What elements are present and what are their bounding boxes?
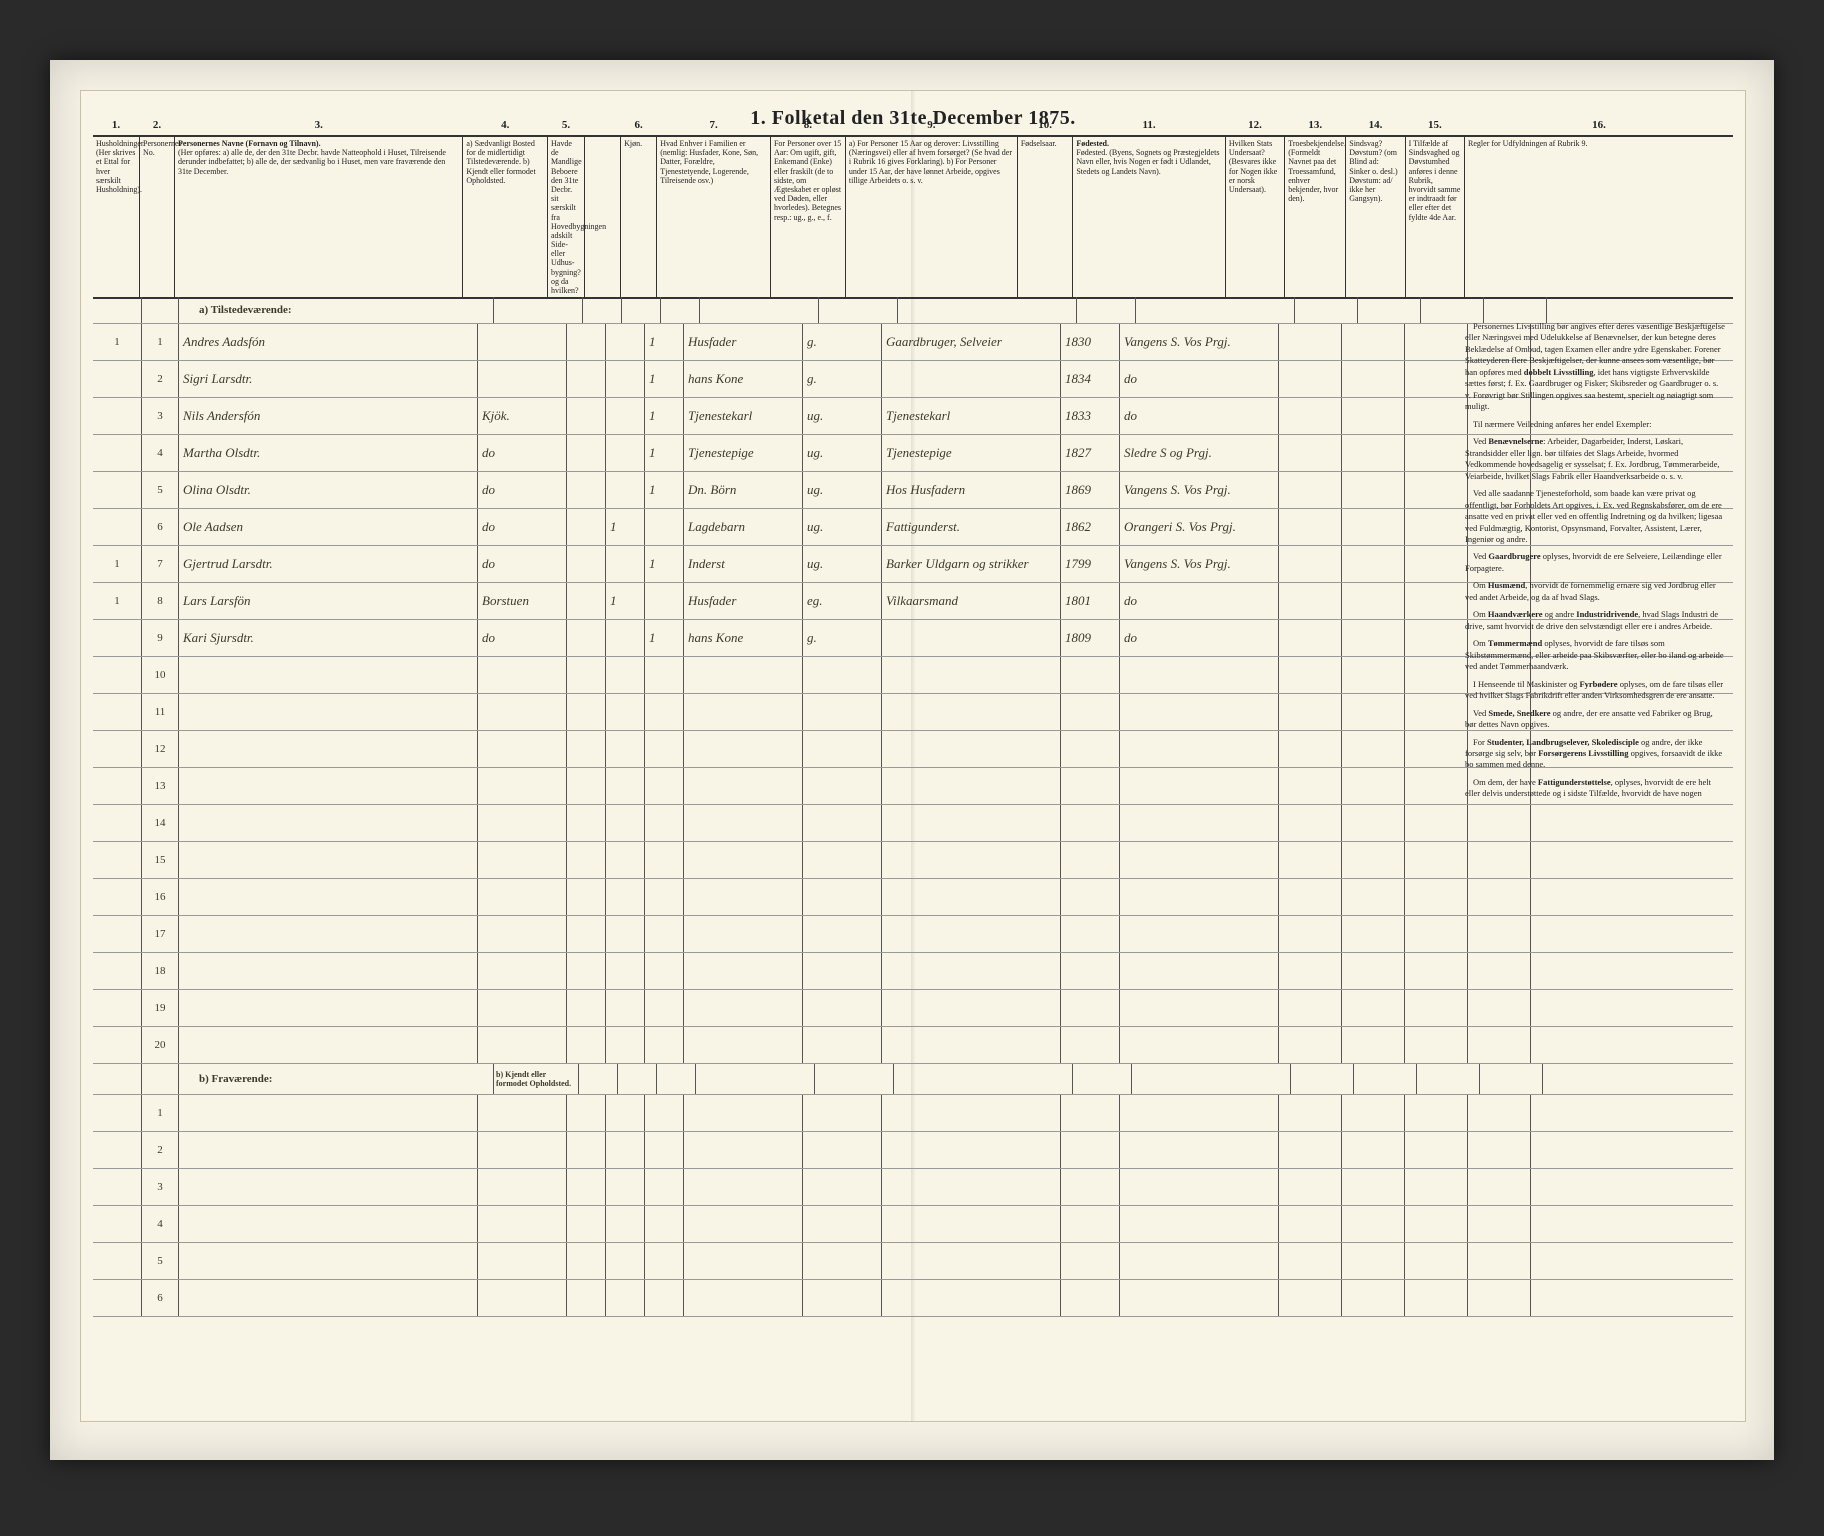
table-row: 4 <box>93 1206 1733 1243</box>
table-row: 20 <box>93 1027 1733 1064</box>
table-row: 2 <box>93 1132 1733 1169</box>
table-row: 18 <box>93 953 1733 990</box>
table-row: 5 <box>93 1243 1733 1280</box>
rubrik-paragraph: I Henseende til Maskinister og Fyrbødere… <box>1465 679 1725 702</box>
col6-label: Kjøn. <box>624 139 642 148</box>
ledger-page: 1. Folketal den 31te December 1875. 1.Hu… <box>80 90 1746 1422</box>
rubrik-paragraph: Om dem, der have Fattigunderstøttelse, o… <box>1465 777 1725 800</box>
col1-sub: (Her skrives et Ettal for hver særskilt … <box>96 148 142 194</box>
table-row: 3 <box>93 1169 1733 1206</box>
column-headers: 1.Husholdninger.(Her skrives et Ettal fo… <box>93 135 1733 299</box>
table-row: 19 <box>93 990 1733 1027</box>
col9-label: a) For Personer 15 Aar og derover: Livss… <box>849 139 1012 185</box>
col13-label: Troesbekjendelse. (Formeldt Navnet paa d… <box>1288 139 1346 203</box>
col1-label: Husholdninger. <box>96 139 145 148</box>
section-b-label: b) Fraværende: <box>179 1064 494 1094</box>
section-b-col4: b) Kjendt eller formodet Opholdsted. <box>494 1064 579 1094</box>
table-row: 16 <box>93 879 1733 916</box>
col15-label: I Tilfælde af Sindsvaghed og Døvstumhed … <box>1409 139 1461 222</box>
table-row: 15 <box>93 842 1733 879</box>
rubrik-paragraph: Om Tømmermænd oplyses, hvorvidt de fare … <box>1465 638 1725 672</box>
col7-label: Hvad Enhver i Familien er (nemlig: Husfa… <box>660 139 758 185</box>
rubrik-paragraph: For Studenter, Landbrugselever, Skoledis… <box>1465 737 1725 771</box>
col8-label: For Personer over 15 Aar: Om ugift, gift… <box>774 139 841 222</box>
rubrik-paragraph: Ved Smede, Snedkere og andre, der ere an… <box>1465 708 1725 731</box>
rubrik-paragraph: Ved Benævnelserne: Arbeider, Dagarbeider… <box>1465 436 1725 482</box>
rubrik-paragraph: Ved Gaardbrugere oplyses, hvorvidt de er… <box>1465 551 1725 574</box>
table-row: 1 <box>93 1095 1733 1132</box>
col10-label: Fødselsaar. <box>1021 139 1057 148</box>
col16-label: Regler for Udfyldningen af Rubrik 9. <box>1468 139 1588 148</box>
table-row: 14 <box>93 805 1733 842</box>
section-a-label: a) Tilstedeværende: <box>179 297 494 323</box>
col3-label: Personernes Navne (Fornavn og Tilnavn). <box>178 139 321 148</box>
col11-label: Fødested. (Byens, Sognets og Præstegjeld… <box>1076 148 1219 175</box>
col3-sub: (Her opføres: a) alle de, der den 31te D… <box>178 148 446 175</box>
rubrik-paragraph: Om Husmænd, hvorvidt de fornemmelig ernæ… <box>1465 580 1725 603</box>
col12-label: Hvilken Stats Undersaat? (Besvares ikke … <box>1229 139 1277 194</box>
col4-label: a) Sædvanligt Bosted for de midlertidigt… <box>466 139 535 185</box>
rubrik-paragraph: Til nærmere Veiledning anføres her endel… <box>1465 419 1725 430</box>
rubrik-paragraph: Personernes Livsstilling bør angives eft… <box>1465 321 1725 413</box>
col14-label: Sindsvag? Døvstum? (om Blind ad: Sinker … <box>1349 139 1397 203</box>
rubrik-paragraph: Om Haandværkere og andre Industridrivend… <box>1465 609 1725 632</box>
rubrik-paragraph: Ved alle saadanne Tjenesteforhold, som b… <box>1465 488 1725 545</box>
table-row: 17 <box>93 916 1733 953</box>
rubrik-9-text: Personernes Livsstilling bør angives eft… <box>1465 321 1725 806</box>
table-row: 6 <box>93 1280 1733 1317</box>
